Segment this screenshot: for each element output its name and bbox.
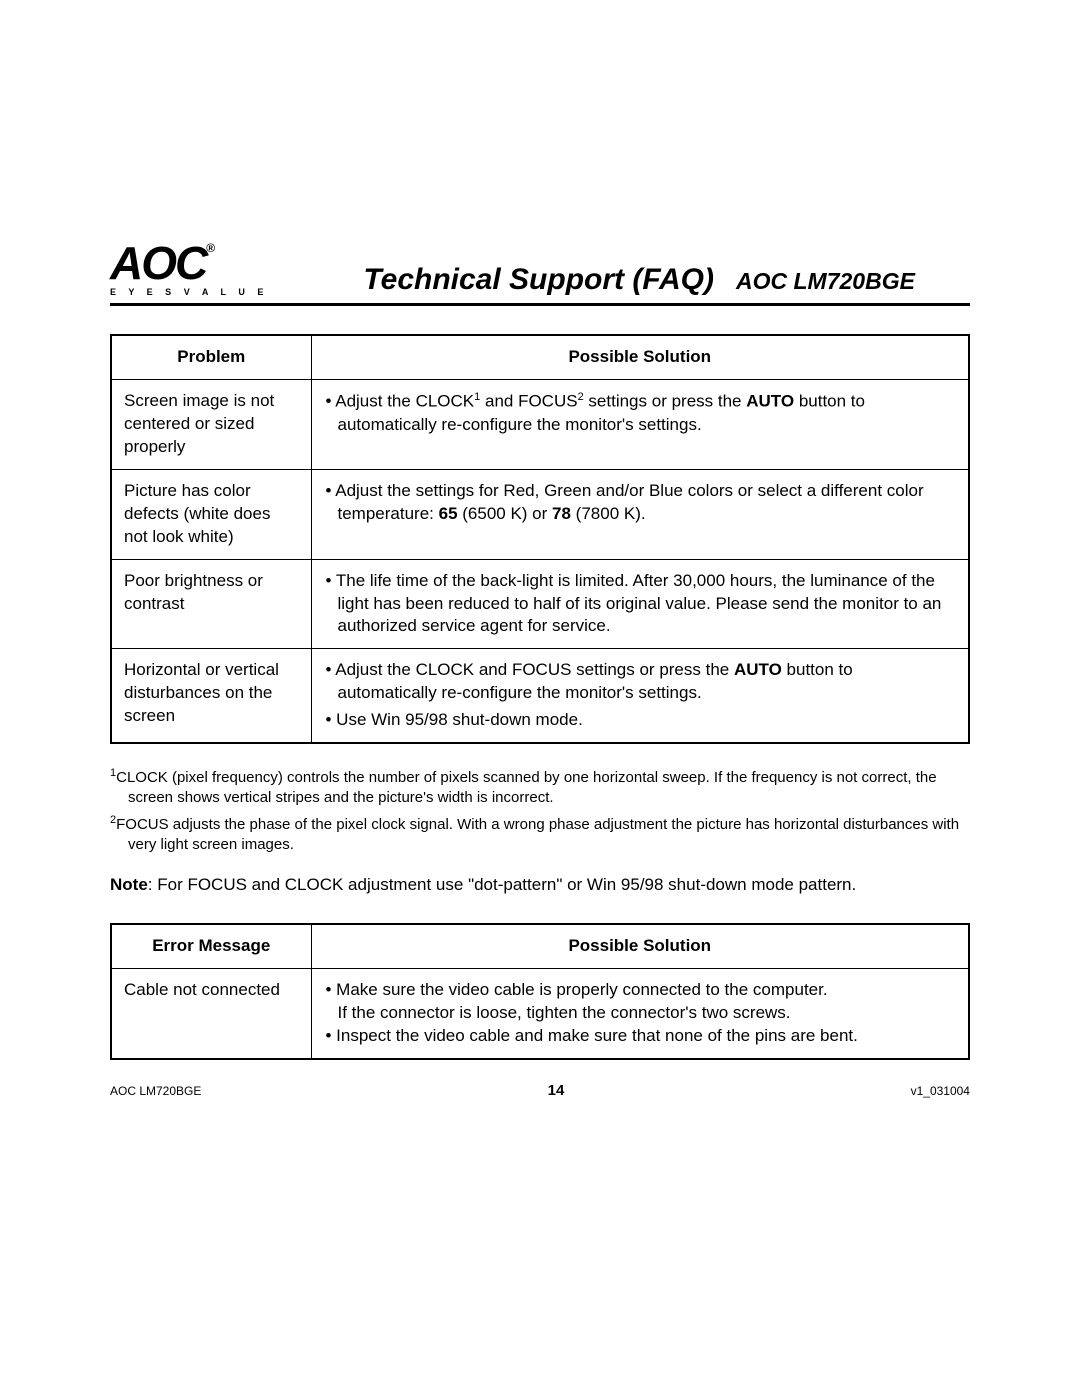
page-title: Technical Support (FAQ) (363, 263, 714, 297)
problem-cell: Screen image is not centered or sized pr… (111, 379, 311, 469)
note: Note: For FOCUS and CLOCK adjustment use… (110, 875, 970, 895)
solution-line: • Adjust the CLOCK1 and FOCUS2 settings … (324, 390, 957, 437)
solution-line: • Inspect the video cable and make sure … (324, 1025, 957, 1048)
registered-icon: ® (206, 241, 213, 255)
footer-model: AOC LM720BGE (110, 1084, 201, 1098)
logo-tagline: E Y E S V A L U E (110, 288, 268, 297)
text: settings or press the (584, 392, 747, 411)
model-label: AOC LM720BGE (736, 268, 915, 295)
problem-cell: Horizontal or vertical disturbances on t… (111, 649, 311, 743)
solution-line: • Adjust the settings for Red, Green and… (324, 480, 957, 526)
col-header-problem: Problem (111, 335, 311, 379)
footnote-text: FOCUS adjusts the phase of the pixel clo… (116, 816, 959, 853)
problem-cell: Poor brightness or contrast (111, 559, 311, 649)
bold-text: 78 (552, 504, 571, 523)
note-label: Note (110, 875, 148, 894)
footnote-text: CLOCK (pixel frequency) controls the num… (116, 769, 936, 806)
text: • Adjust the CLOCK (326, 392, 475, 411)
text: (7800 K). (571, 504, 646, 523)
table-row: Screen image is not centered or sized pr… (111, 379, 969, 469)
solution-line: • Adjust the CLOCK and FOCUS settings or… (324, 659, 957, 705)
footnote: 2FOCUS adjusts the phase of the pixel cl… (110, 813, 970, 856)
footnotes: 1CLOCK (pixel frequency) controls the nu… (110, 766, 970, 855)
col-header-error: Error Message (111, 924, 311, 968)
footnote: 1CLOCK (pixel frequency) controls the nu… (110, 766, 970, 809)
problem-cell: Picture has color defects (white does no… (111, 469, 311, 559)
solution-line: • Make sure the video cable is properly … (324, 979, 957, 1002)
solution-line: • Use Win 95/98 shut-down mode. (324, 709, 957, 732)
col-header-solution: Possible Solution (311, 335, 969, 379)
solution-cell: • Adjust the CLOCK1 and FOCUS2 settings … (311, 379, 969, 469)
solution-cell: • Adjust the settings for Red, Green and… (311, 469, 969, 559)
table-row: Horizontal or vertical disturbances on t… (111, 649, 969, 743)
solution-cell: • Adjust the CLOCK and FOCUS settings or… (311, 649, 969, 743)
error-cell: Cable not connected (111, 969, 311, 1059)
problems-table: Problem Possible Solution Screen image i… (110, 334, 970, 744)
logo-text: AOC® (110, 240, 223, 286)
logo-wordmark: AOC (110, 237, 206, 289)
bold-text: AUTO (734, 660, 782, 679)
footer-page-number: 14 (548, 1082, 565, 1099)
note-text: : For FOCUS and CLOCK adjustment use "do… (148, 875, 856, 894)
header: AOC® E Y E S V A L U E Technical Support… (110, 240, 970, 306)
document-page: AOC® E Y E S V A L U E Technical Support… (0, 0, 1080, 1397)
solution-line: • The life time of the back-light is lim… (324, 570, 957, 639)
title-group: Technical Support (FAQ) AOC LM720BGE (308, 263, 970, 297)
table-header-row: Problem Possible Solution (111, 335, 969, 379)
page-footer: AOC LM720BGE 14 v1_031004 (110, 1082, 970, 1099)
text: • Adjust the CLOCK and FOCUS settings or… (326, 660, 734, 679)
table-row: Poor brightness or contrast • The life t… (111, 559, 969, 649)
brand-logo: AOC® E Y E S V A L U E (110, 240, 268, 297)
col-header-solution: Possible Solution (311, 924, 969, 968)
footer-version: v1_031004 (911, 1084, 970, 1098)
solution-cell: • The life time of the back-light is lim… (311, 559, 969, 649)
bold-text: 65 (439, 504, 458, 523)
text: and FOCUS (480, 392, 577, 411)
errors-table: Error Message Possible Solution Cable no… (110, 923, 970, 1060)
text: (6500 K) or (458, 504, 553, 523)
solution-cell: • Make sure the video cable is properly … (311, 969, 969, 1059)
table-header-row: Error Message Possible Solution (111, 924, 969, 968)
solution-line: If the connector is loose, tighten the c… (324, 1002, 957, 1025)
bold-text: AUTO (746, 392, 794, 411)
table-row: Picture has color defects (white does no… (111, 469, 969, 559)
table-row: Cable not connected • Make sure the vide… (111, 969, 969, 1059)
